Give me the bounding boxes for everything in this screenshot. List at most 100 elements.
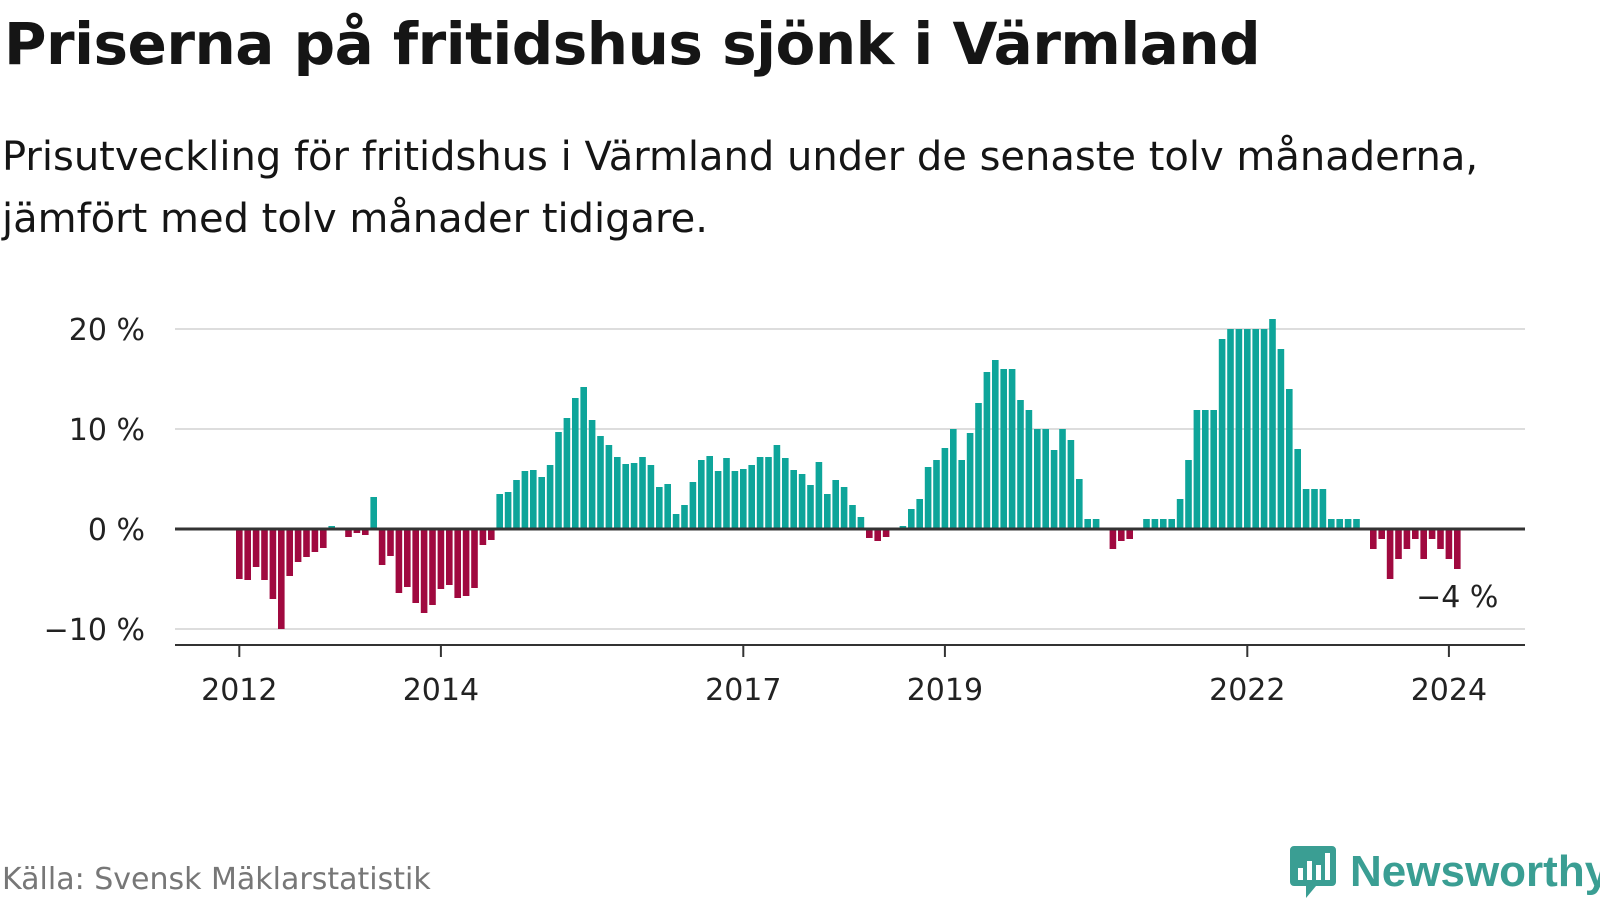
bar [294, 529, 302, 562]
bar [563, 418, 571, 529]
bar [1000, 369, 1007, 529]
bar [1034, 429, 1041, 529]
bar [1269, 319, 1276, 529]
bar [933, 460, 940, 529]
bar [630, 463, 638, 529]
bar [513, 480, 520, 529]
bar [924, 467, 932, 529]
x-tick-label: 2022 [1209, 673, 1285, 708]
bar [782, 458, 789, 529]
bar [1210, 410, 1217, 529]
bar [269, 529, 277, 599]
bar [488, 529, 495, 540]
bar [840, 487, 848, 529]
bar [1378, 529, 1385, 539]
bar [1050, 450, 1058, 529]
bar [1168, 519, 1175, 529]
bar [353, 529, 361, 533]
bar [748, 465, 755, 529]
bar [605, 445, 613, 529]
bar [798, 474, 806, 529]
bar [1227, 329, 1234, 529]
bar [916, 499, 923, 529]
bar [1235, 329, 1243, 529]
bar [1252, 329, 1259, 529]
x-axis: 2012 2014 2017 2019 2022 2024 [175, 644, 1525, 708]
bar [530, 470, 537, 529]
bar [1059, 429, 1066, 529]
bar [614, 457, 621, 529]
bar [1336, 519, 1343, 529]
bar [647, 465, 655, 529]
bar [420, 529, 428, 613]
subtitle-line-2: jämfört med tolv månader tidigare. [2, 196, 708, 242]
y-tick-label: 0 % [88, 513, 145, 548]
bar [807, 485, 814, 529]
bar [1294, 449, 1301, 529]
bar [538, 477, 545, 529]
bar [866, 529, 873, 538]
bar [1286, 389, 1293, 529]
bar [689, 482, 697, 529]
bar [1386, 529, 1394, 579]
bars [175, 319, 1525, 629]
brand-name: Newsworthy [1350, 847, 1600, 896]
bar [815, 462, 823, 529]
bar-chart: 20 % 10 % 0 % −10 % 2012 2014 2017 2019 2022 202… [44, 313, 1525, 708]
bar [983, 372, 991, 529]
bar [1109, 529, 1117, 549]
bar [1118, 529, 1125, 541]
bar [790, 470, 797, 529]
bar [1302, 489, 1310, 529]
bar [345, 529, 352, 537]
bar [588, 420, 596, 529]
bar [857, 517, 865, 529]
bar [1092, 519, 1100, 529]
bar [572, 398, 579, 529]
bar [378, 529, 386, 565]
bar [395, 529, 403, 593]
bar [1454, 529, 1461, 569]
brand-logo-group[interactable]: Newsworthy [1288, 842, 1600, 902]
gridlines [175, 328, 1525, 630]
bar [1328, 519, 1335, 529]
bar [1193, 410, 1201, 529]
x-tick-label: 2012 [201, 673, 277, 708]
bar [1185, 460, 1192, 529]
bar [1151, 519, 1159, 529]
bar [278, 529, 285, 629]
bar [479, 529, 487, 545]
y-tick-label: 10 % [69, 413, 145, 448]
bar [521, 471, 529, 529]
bar [958, 460, 965, 529]
bar [1445, 529, 1453, 559]
bar [731, 471, 739, 529]
bar [1403, 529, 1411, 549]
bar [236, 529, 243, 579]
bar [723, 458, 730, 529]
x-tick-label: 2019 [907, 673, 983, 708]
bar [454, 529, 461, 598]
bar [504, 492, 512, 529]
bar [1025, 410, 1033, 529]
bar [773, 445, 781, 529]
bar [706, 456, 713, 529]
bar [1008, 369, 1016, 529]
bar [714, 471, 722, 529]
source-note: Källa: Svensk Mäklarstatistik [2, 862, 431, 897]
bar [756, 457, 764, 529]
x-tick-label: 2024 [1411, 673, 1487, 708]
bar [311, 529, 319, 552]
bar [362, 529, 369, 535]
bar [698, 460, 705, 529]
bar [1160, 519, 1167, 529]
bar [1437, 529, 1444, 549]
bar [1042, 429, 1049, 529]
bar [1076, 479, 1083, 529]
bar [966, 433, 974, 529]
bar [672, 514, 680, 529]
bar [1412, 529, 1419, 539]
bar [1344, 519, 1352, 529]
bar [908, 509, 915, 529]
chart-title: Priserna på fritidshus sjönk i Värmland [4, 10, 1261, 78]
